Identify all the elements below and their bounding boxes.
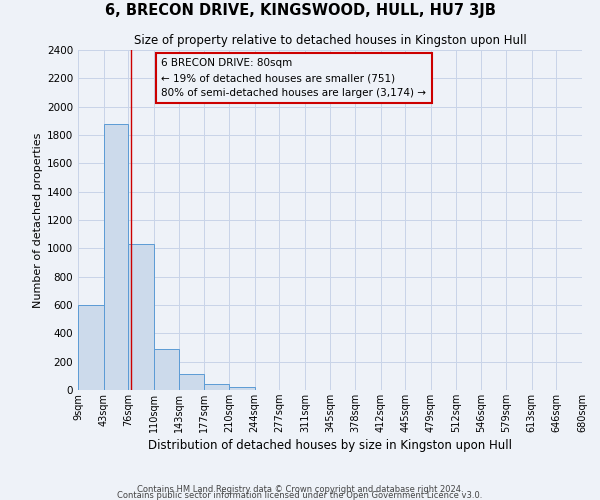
- Bar: [179, 374, 204, 390]
- Y-axis label: Number of detached properties: Number of detached properties: [33, 132, 43, 308]
- Bar: [154, 349, 179, 390]
- Bar: [104, 124, 128, 390]
- Text: 6 BRECON DRIVE: 80sqm
← 19% of detached houses are smaller (751)
80% of semi-det: 6 BRECON DRIVE: 80sqm ← 19% of detached …: [161, 58, 427, 98]
- Bar: [128, 244, 154, 390]
- Bar: [204, 384, 229, 390]
- X-axis label: Distribution of detached houses by size in Kingston upon Hull: Distribution of detached houses by size …: [148, 439, 512, 452]
- Title: Size of property relative to detached houses in Kingston upon Hull: Size of property relative to detached ho…: [134, 34, 526, 48]
- Text: Contains public sector information licensed under the Open Government Licence v3: Contains public sector information licen…: [118, 490, 482, 500]
- Bar: [229, 387, 254, 390]
- Text: 6, BRECON DRIVE, KINGSWOOD, HULL, HU7 3JB: 6, BRECON DRIVE, KINGSWOOD, HULL, HU7 3J…: [104, 2, 496, 18]
- Bar: [78, 305, 104, 390]
- Text: Contains HM Land Registry data © Crown copyright and database right 2024.: Contains HM Land Registry data © Crown c…: [137, 484, 463, 494]
